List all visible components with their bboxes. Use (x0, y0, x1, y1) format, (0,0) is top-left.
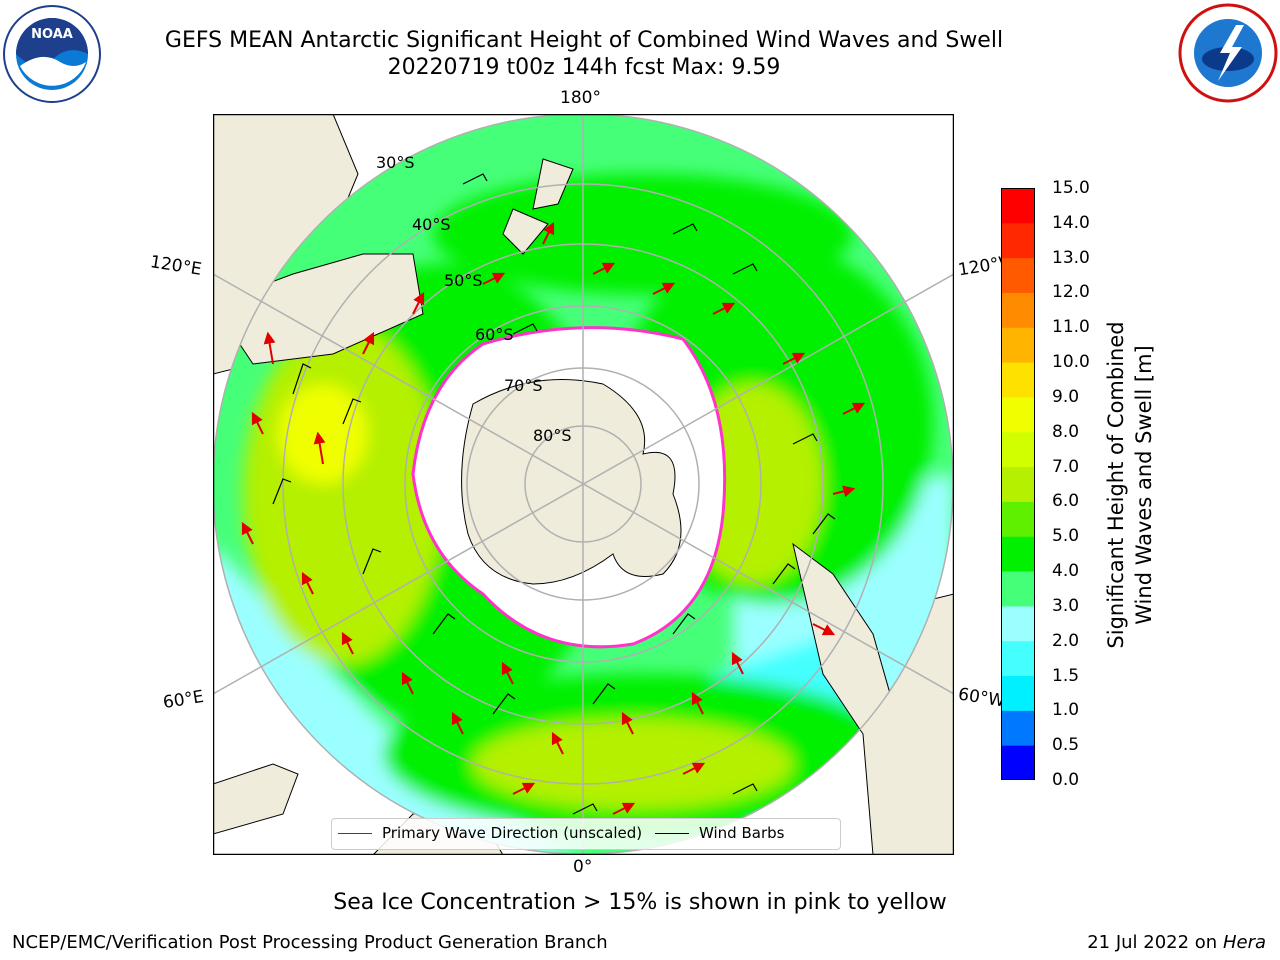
lat-label-60s: 60°S (475, 325, 514, 344)
footer-machine: Hera (1222, 932, 1266, 953)
colorbar (1001, 188, 1035, 780)
colorbar-segment (1001, 431, 1035, 468)
colorbar-segment (1001, 222, 1035, 259)
colorbar-tick-label: 10.0 (1052, 352, 1090, 373)
colorbar-segment (1001, 745, 1035, 780)
legend-black-line-icon (655, 833, 689, 834)
footer-branch: NCEP/EMC/Verification Post Processing Pr… (12, 932, 608, 953)
colorbar-label: Significant Height of Combined Wind Wave… (1102, 321, 1158, 648)
wave-direction-arrows (241, 221, 866, 815)
map-legend: Primary Wave Direction (unscaled) Wind B… (331, 818, 841, 850)
polar-map: 30°S 40°S 50°S 60°S 70°S 80°S (213, 114, 954, 855)
colorbar-tick-label: 8.0 (1052, 421, 1080, 442)
colorbar-tick-label: 6.0 (1052, 491, 1080, 512)
colorbar-label-line1: Significant Height of Combined (1104, 321, 1128, 649)
legend-wave-direction-label: Primary Wave Direction (unscaled) (382, 824, 643, 842)
colorbar-label-line2: Wind Waves and Swell [m] (1132, 345, 1156, 625)
lat-label-80s: 80°S (533, 426, 572, 445)
colorbar-tick-label: 4.0 (1052, 561, 1080, 582)
colorbar-segment (1001, 536, 1035, 572)
colorbar-tick-label: 12.0 (1052, 282, 1090, 303)
colorbar-tick-label: 13.0 (1052, 247, 1090, 268)
colorbar-tick-label: 5.0 (1052, 526, 1080, 547)
chart-subtitle: 20220719 t00z 144h fcst Max: 9.59 (387, 55, 781, 80)
colorbar-segment (1001, 675, 1035, 711)
colorbar-segment (1001, 327, 1035, 363)
legend-wind-barbs-label: Wind Barbs (699, 824, 785, 842)
colorbar-tick-label: 9.0 (1052, 386, 1080, 407)
lat-label-30s: 30°S (376, 153, 415, 172)
footer-date-text: 21 Jul 2022 on (1087, 932, 1223, 953)
legend-wave-direction: Primary Wave Direction (unscaled) (338, 824, 642, 842)
colorbar-segment (1001, 640, 1035, 677)
colorbar-segment (1001, 571, 1035, 607)
colorbar-segment (1001, 710, 1035, 746)
legend-red-line-icon (338, 833, 372, 834)
colorbar-segment (1001, 466, 1035, 502)
chart-title: GEFS MEAN Antarctic Significant Height o… (164, 28, 1004, 53)
colorbar-tick-label: 0.5 (1052, 735, 1080, 756)
latitude-labels: 30°S 40°S 50°S 60°S 70°S 80°S (376, 153, 572, 445)
svg-text:NOAA: NOAA (31, 27, 73, 42)
colorbar-tick-label: 14.0 (1052, 212, 1090, 233)
colorbar-tick-label: 1.5 (1052, 665, 1080, 686)
wind-barbs (272, 173, 836, 815)
colorbar-tick-label: 1.0 (1052, 700, 1080, 721)
colorbar-segment (1001, 188, 1035, 224)
colorbar-tick-label: 3.0 (1052, 595, 1080, 616)
colorbar-segment (1001, 257, 1035, 293)
lon-label-60e: 60°E (161, 686, 206, 714)
nws-logo (1178, 3, 1278, 103)
colorbar-tick-label: 15.0 (1052, 178, 1090, 198)
lon-label-120e: 120°E (148, 252, 203, 280)
lat-label-40s: 40°S (412, 215, 451, 234)
colorbar-segment (1001, 501, 1035, 537)
sea-ice-note: Sea Ice Concentration > 15% is shown in … (333, 890, 947, 915)
legend-wind-barbs: Wind Barbs (655, 824, 784, 842)
colorbar-tick-label: 7.0 (1052, 456, 1080, 477)
noaa-logo: NOAA (3, 5, 101, 103)
colorbar-segment (1001, 396, 1035, 433)
colorbar-tick-label: 0.0 (1052, 770, 1080, 790)
lon-label-180: 180° (560, 88, 601, 108)
lon-label-0: 0° (573, 857, 593, 877)
lat-label-50s: 50°S (444, 271, 483, 290)
footer-date: 21 Jul 2022 on Hera (1087, 932, 1266, 953)
lon-label-60w: 60°W (956, 684, 1007, 712)
lat-label-70s: 70°S (504, 376, 543, 395)
colorbar-segment (1001, 605, 1035, 642)
colorbar-segment (1001, 362, 1035, 398)
colorbar-segment (1001, 292, 1035, 328)
colorbar-tick-label: 11.0 (1052, 317, 1090, 338)
colorbar-tick-label: 2.0 (1052, 630, 1080, 651)
